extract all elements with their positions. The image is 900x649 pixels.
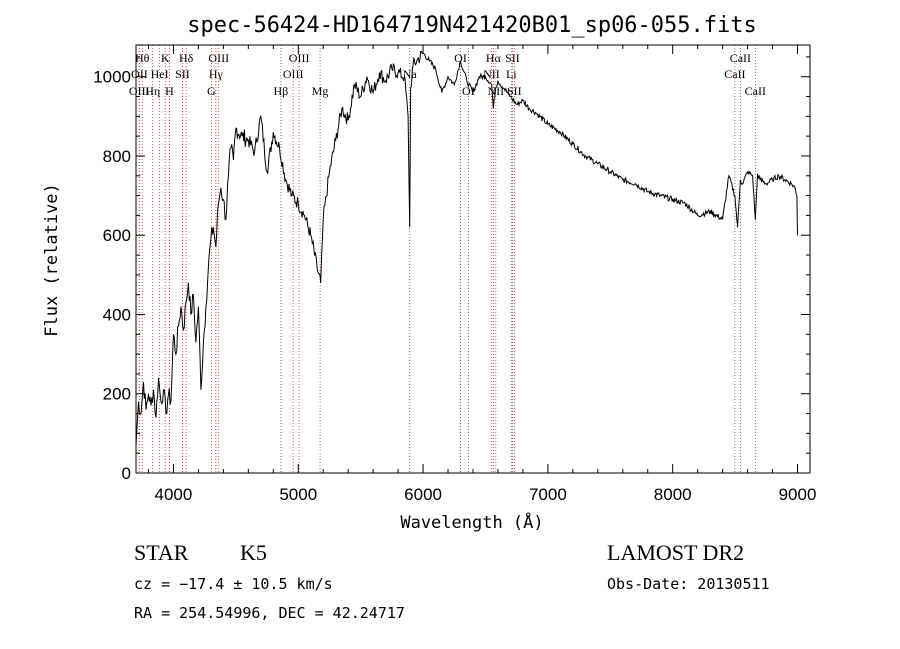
spectrum-series — [135, 50, 798, 446]
spectral-line-label: OIII — [129, 84, 150, 98]
redshift-cz: cz = −17.4 ± 10.5 km/s — [134, 575, 333, 593]
y-axis-label: Flux (relative) — [42, 183, 62, 337]
spectral-line-label: CaII — [730, 51, 751, 65]
spectral-line-label: Na — [403, 67, 418, 81]
coordinates: RA = 254.54996, DEC = 42.24717 — [134, 604, 405, 622]
spectrum-line — [135, 50, 798, 446]
x-axis-label: Wavelength (Å) — [400, 511, 543, 533]
axis-ticks: 4000 5000 6000 7000 8000 9000 0 200 400 600 800 100… — [93, 45, 816, 504]
spectral-line-label: SII — [507, 84, 522, 98]
spectral-line-label: CaII — [745, 84, 766, 98]
spectral-line-label: Li — [506, 67, 517, 81]
object-class: STAR — [134, 540, 189, 565]
y-tick-label: 0 — [122, 464, 131, 483]
spectral-line-label: H — [165, 84, 174, 98]
spectral-line-label: HeI — [151, 67, 169, 81]
spectral-line-label: Hγ — [209, 67, 224, 81]
y-tick-label: 800 — [103, 147, 131, 166]
observation-date: Obs-Date: 20130511 — [607, 575, 770, 593]
spectral-line-label: SII — [175, 67, 190, 81]
plot-frame — [135, 44, 811, 474]
spectral-line-label: Hα — [486, 51, 502, 65]
chart-title: spec-56424-HD164719N421420B01_sp06-055.f… — [187, 13, 757, 38]
spectral-line-label: Mg — [312, 84, 329, 98]
x-tick-label: 7000 — [529, 485, 567, 504]
spectral-line-label: CaII — [724, 67, 745, 81]
spectral-line-label: OIII — [283, 67, 304, 81]
x-tick-label: 9000 — [779, 485, 817, 504]
spectral-line-label: Hδ — [179, 51, 194, 65]
y-tick-label: 200 — [103, 385, 131, 404]
y-tick-label: 1000 — [93, 68, 131, 87]
x-tick-label: 8000 — [654, 485, 692, 504]
spectral-line-label: Hβ — [274, 84, 289, 98]
spectral-line-label: G — [207, 84, 216, 98]
spectral-line-label: K — [161, 51, 170, 65]
spectral-line-label: OII — [131, 67, 148, 81]
x-tick-label: 5000 — [279, 485, 317, 504]
object-subclass: K5 — [240, 540, 267, 565]
spectral-line-label: OIII — [208, 51, 229, 65]
spectral-line-label: Hη — [145, 84, 160, 98]
spectral-line-label: NII — [488, 84, 505, 98]
x-tick-label: 4000 — [155, 485, 193, 504]
spectral-line-label: Hθ — [135, 51, 150, 65]
x-tick-label: 6000 — [404, 485, 442, 504]
spectral-line-label: OIII — [289, 51, 310, 65]
y-tick-label: 400 — [103, 305, 131, 324]
spectral-line-label: SII — [505, 51, 520, 65]
spectral-line-label: OI — [454, 51, 467, 65]
survey-name: LAMOST DR2 — [607, 540, 745, 565]
y-tick-label: 600 — [103, 226, 131, 245]
spectral-line-label: NII — [483, 67, 500, 81]
